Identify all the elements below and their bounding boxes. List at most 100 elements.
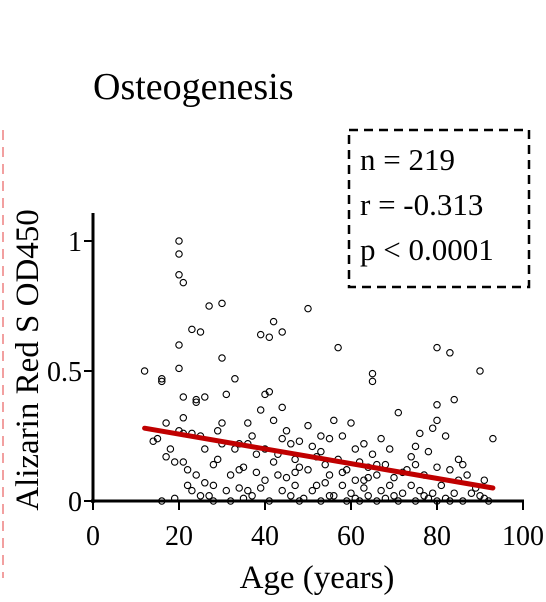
data-point	[179, 393, 188, 401]
data-point	[287, 440, 295, 448]
data-point	[433, 401, 441, 409]
data-point	[325, 471, 334, 479]
data-point	[347, 489, 355, 497]
x-tick-label: 60	[337, 521, 365, 552]
data-point	[256, 406, 265, 414]
data-point	[269, 458, 278, 466]
data-point	[209, 460, 218, 469]
data-point	[368, 369, 377, 378]
y-tick-label: 1	[68, 227, 82, 258]
data-point	[239, 494, 248, 503]
stat-p: p < 0.0001	[360, 232, 494, 267]
data-point	[244, 419, 252, 427]
data-point	[209, 481, 218, 490]
data-point	[248, 492, 256, 500]
data-point	[342, 497, 351, 505]
data-point	[368, 377, 377, 386]
data-point	[317, 497, 325, 505]
data-point	[158, 377, 166, 386]
data-point	[428, 424, 437, 432]
data-point	[330, 416, 338, 425]
data-point	[278, 486, 286, 495]
data-point	[278, 403, 286, 412]
x-ticks: 0 20 40 60 80 100	[86, 501, 544, 552]
data-point	[304, 421, 312, 430]
data-point	[459, 497, 467, 505]
data-point	[248, 432, 256, 440]
data-point	[463, 471, 471, 479]
data-point	[205, 302, 213, 310]
data-point	[256, 484, 265, 492]
data-point	[450, 395, 458, 404]
data-point	[235, 466, 243, 474]
data-point	[407, 453, 415, 461]
data-point	[170, 494, 179, 503]
data-point	[282, 473, 291, 482]
data-point	[183, 466, 192, 474]
data-point	[338, 468, 347, 477]
data-point	[244, 486, 252, 495]
data-point	[373, 497, 381, 505]
data-point	[411, 460, 420, 469]
data-point	[192, 471, 200, 479]
data-point	[226, 471, 235, 479]
stat-n: n = 219	[360, 142, 455, 177]
data-point	[489, 434, 497, 443]
data-point	[308, 486, 317, 495]
data-point	[179, 414, 188, 422]
data-point	[368, 450, 377, 458]
data-point	[467, 489, 476, 497]
data-point	[166, 445, 175, 453]
data-point	[265, 497, 274, 505]
data-point	[480, 476, 489, 484]
x-tick-label: 100	[502, 521, 544, 552]
data-point	[334, 343, 342, 352]
data-point	[373, 471, 381, 479]
data-point	[424, 447, 433, 456]
y-tick-label: 0	[68, 487, 82, 518]
data-point	[213, 427, 222, 435]
data-point	[398, 489, 407, 497]
data-point	[385, 445, 394, 453]
data-point	[192, 395, 200, 404]
data-point	[188, 325, 196, 334]
data-point	[252, 450, 261, 458]
data-point	[433, 497, 441, 505]
data-point	[325, 492, 334, 500]
data-point	[411, 442, 420, 451]
y-tick-label: 0.5	[47, 357, 82, 388]
data-point	[476, 367, 484, 375]
data-point	[179, 458, 188, 466]
data-point	[360, 440, 368, 448]
data-point	[269, 416, 278, 425]
data-point	[433, 463, 441, 471]
regression-line	[142, 425, 496, 491]
data-point	[278, 434, 286, 443]
data-point	[351, 445, 360, 453]
data-point	[446, 349, 454, 357]
data-point	[330, 492, 338, 500]
data-point	[140, 367, 149, 375]
data-point	[351, 494, 360, 503]
data-point	[278, 328, 286, 336]
data-point	[295, 463, 304, 471]
data-point	[201, 393, 209, 401]
data-point	[158, 497, 166, 505]
data-point	[175, 364, 183, 373]
data-point	[269, 317, 278, 326]
data-point	[231, 375, 239, 383]
data-point	[235, 484, 243, 492]
data-point	[179, 278, 188, 287]
data-point	[213, 455, 222, 464]
data-point	[153, 434, 162, 443]
x-tick-label: 0	[86, 521, 100, 552]
data-point	[218, 299, 226, 308]
x-tick-label: 40	[251, 521, 279, 552]
data-point	[450, 489, 458, 497]
data-point	[218, 419, 226, 427]
data-point	[287, 492, 295, 500]
data-point	[347, 419, 355, 427]
stat-r: r = -0.313	[360, 187, 483, 222]
data-point	[175, 237, 183, 245]
